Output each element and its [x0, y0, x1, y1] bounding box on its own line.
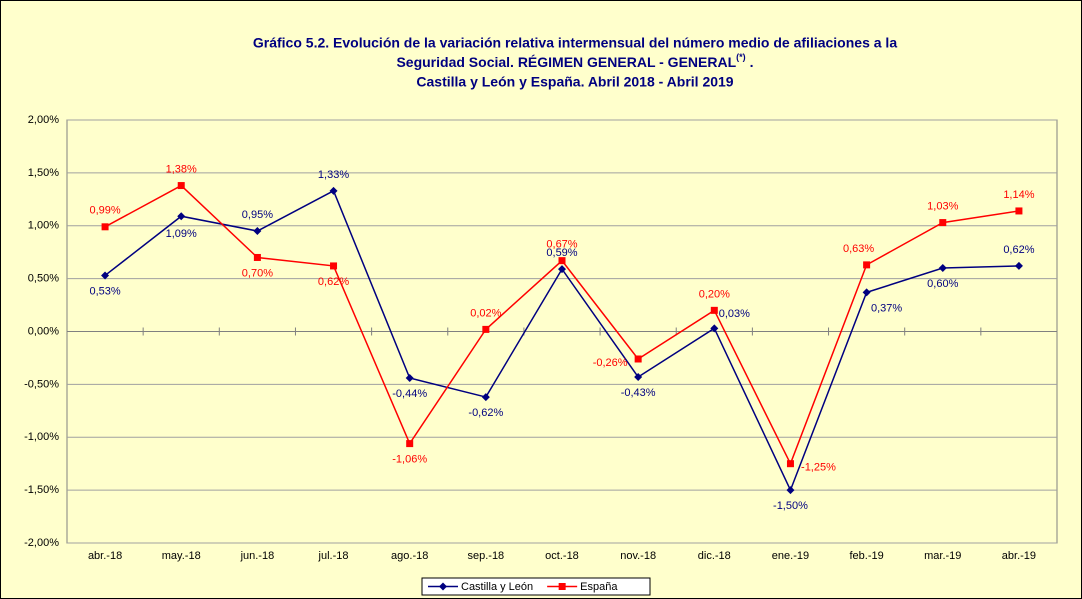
point-marker: [177, 182, 185, 190]
y-tick-label: -1,00%: [24, 431, 59, 443]
point-marker: [101, 223, 109, 231]
x-tick-label: jul.-18: [318, 550, 349, 562]
data-label: -0,44%: [392, 388, 427, 400]
data-label: -1,50%: [773, 500, 808, 512]
data-label: 0,63%: [843, 243, 874, 255]
legend-marker: [558, 583, 566, 590]
x-tick-label: ago.-18: [391, 550, 428, 562]
data-label: 1,38%: [166, 163, 197, 175]
x-tick-label: oct.-18: [545, 550, 579, 562]
point-marker: [939, 219, 947, 227]
point-marker: [710, 324, 719, 333]
point-marker: [863, 261, 871, 269]
y-tick-label: 2,00%: [28, 114, 59, 126]
point-marker: [1015, 207, 1023, 215]
y-tick-label: 0,50%: [28, 273, 59, 285]
legend-label: España: [580, 581, 618, 593]
point-marker: [862, 288, 871, 297]
title-text: Seguridad Social. RÉGIMEN GENERAL - GENE…: [396, 54, 736, 70]
data-label: 1,14%: [1003, 189, 1034, 201]
y-tick-label: -0,50%: [24, 378, 59, 390]
chart-title: Castilla y León y España. Abril 2018 - A…: [416, 74, 733, 90]
point-marker: [253, 253, 261, 261]
point-marker: [786, 486, 795, 495]
data-label: 0,60%: [927, 278, 958, 290]
point-marker: [710, 306, 718, 314]
y-tick-label: -1,50%: [24, 484, 59, 496]
point-marker: [558, 257, 566, 265]
x-tick-label: ene.-19: [772, 550, 809, 562]
point-marker: [329, 186, 338, 195]
legend-marker: [439, 582, 447, 591]
title-suffix: .: [750, 54, 754, 70]
data-label: -0,62%: [468, 407, 503, 419]
data-label: 0,53%: [89, 285, 120, 297]
x-tick-label: feb.-19: [849, 550, 883, 562]
point-marker: [406, 440, 414, 448]
data-label: 1,03%: [927, 200, 958, 212]
y-tick-label: 1,00%: [28, 220, 59, 232]
x-tick-label: dic.-18: [698, 550, 731, 562]
x-tick-label: sep.-18: [467, 550, 504, 562]
data-label: 1,33%: [318, 169, 349, 181]
data-label: 0,99%: [89, 205, 120, 217]
data-label: 0,67%: [546, 239, 577, 251]
data-label: 0,95%: [242, 209, 273, 221]
legend-label: Castilla y León: [461, 581, 533, 593]
x-tick-label: abr.-19: [1002, 550, 1036, 562]
chart-title: Seguridad Social. RÉGIMEN GENERAL - GENE…: [396, 52, 753, 69]
point-marker: [786, 460, 794, 468]
point-marker: [938, 264, 947, 273]
data-label: 0,62%: [1003, 244, 1034, 256]
data-label: 0,20%: [699, 288, 730, 300]
x-tick-label: abr.-18: [88, 550, 122, 562]
point-marker: [481, 393, 490, 402]
data-label: 0,70%: [242, 267, 273, 279]
point-marker: [1014, 261, 1023, 270]
point-marker: [330, 262, 338, 270]
x-tick-label: may.-18: [162, 550, 201, 562]
data-label: 0,02%: [470, 307, 501, 319]
title-superscript: (*): [736, 52, 746, 62]
point-marker: [101, 271, 110, 280]
chart-title: Gráfico 5.2. Evolución de la variación r…: [253, 35, 897, 51]
point-marker: [634, 372, 643, 381]
data-label: -1,25%: [801, 462, 836, 474]
data-label: -1,06%: [392, 454, 427, 466]
y-tick-label: 1,50%: [28, 167, 59, 179]
y-tick-label: 0,00%: [28, 325, 59, 337]
point-marker: [253, 227, 262, 236]
data-label: 0,37%: [871, 302, 902, 314]
data-label: 0,03%: [719, 308, 750, 320]
data-label: -0,26%: [593, 357, 628, 369]
x-tick-label: mar.-19: [924, 550, 961, 562]
data-label: 0,59%: [546, 247, 577, 259]
point-marker: [405, 374, 414, 383]
point-marker: [482, 325, 490, 333]
data-label: -0,43%: [621, 387, 656, 399]
data-label: 1,09%: [166, 228, 197, 240]
legend-box: [421, 577, 651, 596]
point-marker: [177, 212, 186, 221]
x-tick-label: jun.-18: [240, 550, 275, 562]
y-tick-label: -2,00%: [24, 537, 59, 549]
point-marker: [634, 355, 642, 363]
point-marker: [558, 265, 566, 274]
x-tick-label: nov.-18: [620, 550, 656, 562]
data-label: 0,62%: [318, 276, 349, 288]
